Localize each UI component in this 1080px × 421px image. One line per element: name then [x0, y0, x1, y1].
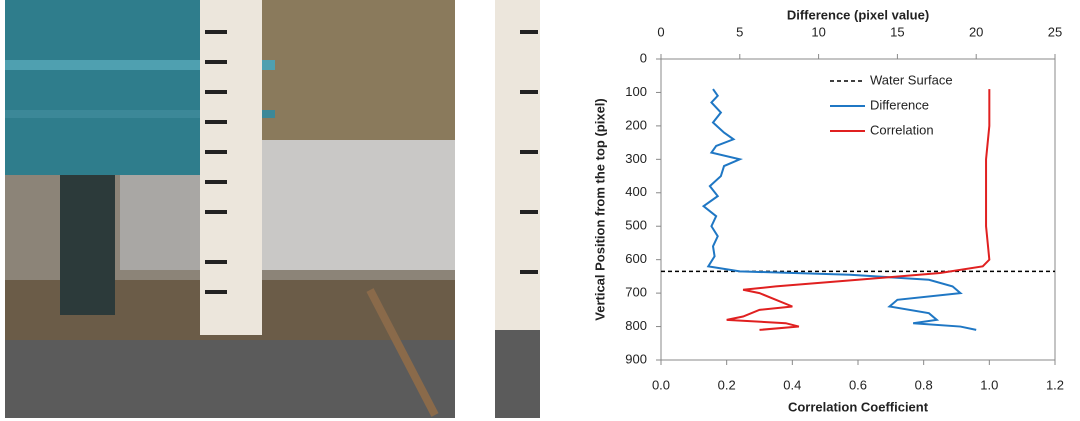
y-tick-label: 600 [625, 251, 647, 266]
y-tick-label: 700 [625, 285, 647, 300]
y-tick-label: 200 [625, 117, 647, 132]
x-tick-label: 0.0 [652, 377, 670, 392]
y-axis-title: Vertical Position from the top (pixel) [592, 98, 607, 320]
x2-tick-label: 0 [657, 24, 664, 39]
x2-tick-label: 25 [1048, 24, 1062, 39]
photo-left [5, 0, 455, 418]
legend-label: Correlation [870, 122, 934, 137]
y-tick-label: 400 [625, 184, 647, 199]
y-tick-label: 500 [625, 218, 647, 233]
y-tick-label: 800 [625, 318, 647, 333]
x2-tick-label: 20 [969, 24, 983, 39]
legend-label: Difference [870, 97, 929, 112]
x2-tick-label: 5 [736, 24, 743, 39]
figure: 01002003004005006007008009000.00.20.40.6… [0, 0, 1080, 421]
y-tick-label: 0 [640, 50, 647, 65]
x-tick-label: 1.0 [980, 377, 998, 392]
x-tick-label: 0.4 [783, 377, 801, 392]
x-tick-label: 0.2 [718, 377, 736, 392]
y-tick-label: 900 [625, 351, 647, 366]
x2-axis-title: Difference (pixel value) [787, 7, 929, 22]
figure-canvas: 01002003004005006007008009000.00.20.40.6… [0, 0, 1080, 421]
x-tick-label: 0.6 [849, 377, 867, 392]
y-tick-label: 300 [625, 151, 647, 166]
x2-tick-label: 15 [890, 24, 904, 39]
x2-tick-label: 10 [811, 24, 825, 39]
y-tick-label: 100 [625, 84, 647, 99]
x-axis-title: Correlation Coefficient [788, 399, 929, 414]
photo-right [495, 0, 540, 418]
plot-frame [661, 59, 1055, 360]
x-tick-label: 1.2 [1046, 377, 1064, 392]
x-tick-label: 0.8 [915, 377, 933, 392]
legend-label: Water Surface [870, 72, 953, 87]
series-line [704, 89, 977, 330]
